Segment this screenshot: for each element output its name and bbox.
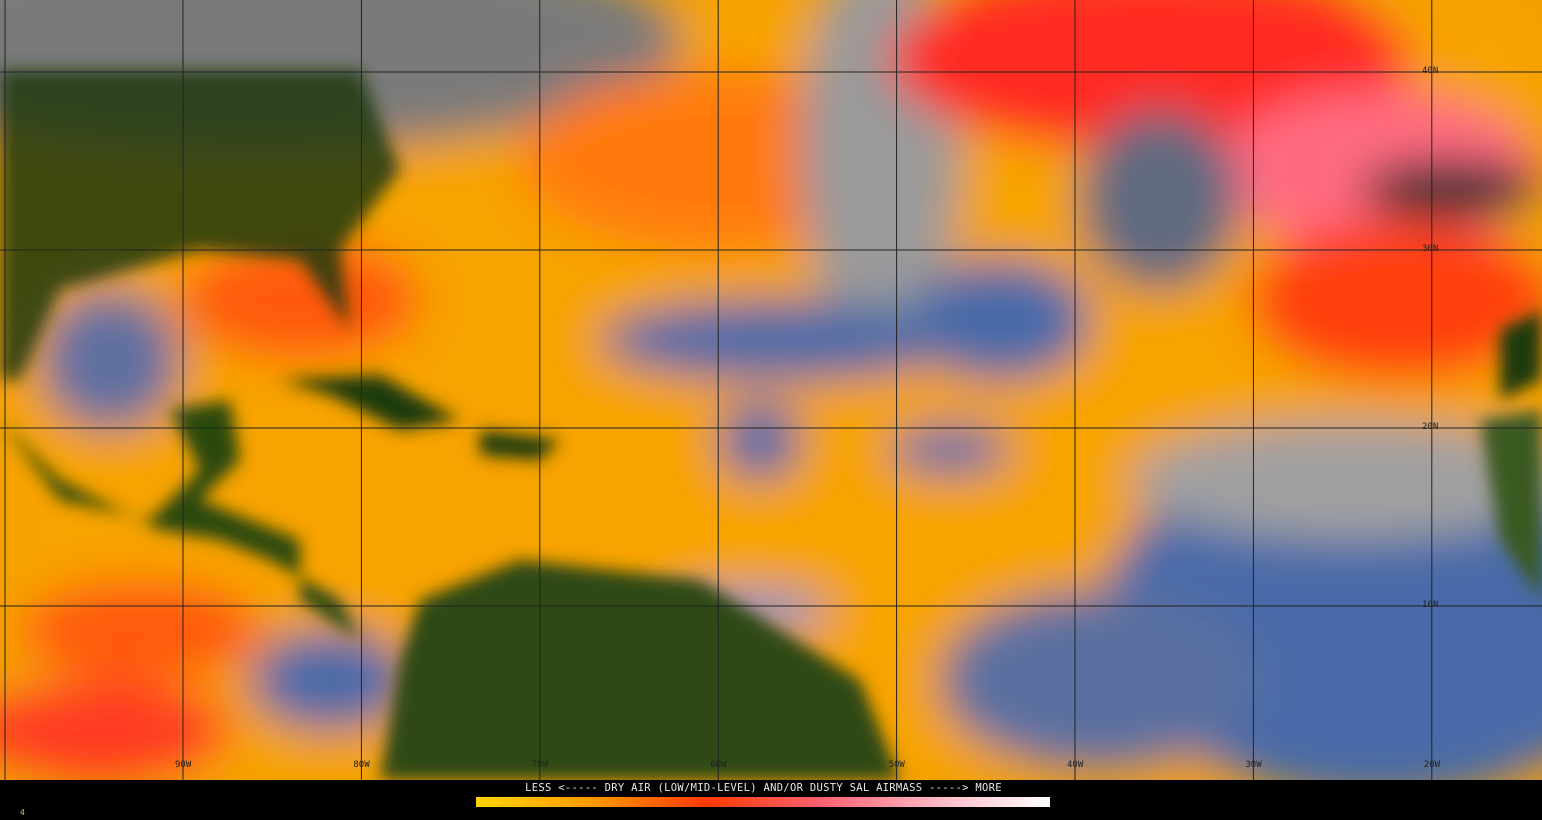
time-label: 06:00 UTC bbox=[770, 808, 822, 819]
latitude-label: 10N bbox=[1422, 600, 1439, 610]
product-name: SAHARAN AIR LAYER TRACKING PRODUCT bbox=[485, 808, 681, 819]
longitude-label: 90W bbox=[175, 760, 192, 770]
date-label: 23 DECEMBER 2025 bbox=[872, 808, 964, 819]
imagery-layer bbox=[0, 0, 1542, 780]
longitude-label: 80W bbox=[353, 760, 370, 770]
legend-title: LESS <----- DRY AIR (LOW/MID-LEVEL) AND/… bbox=[525, 782, 1002, 794]
latitude-label: 30N bbox=[1422, 244, 1439, 254]
lat-lon-grid bbox=[0, 0, 1542, 780]
longitude-label: 60W bbox=[710, 760, 727, 770]
land-masses bbox=[0, 70, 1542, 780]
credit-label: UW-CIMSS/NOAA-HRD bbox=[1008, 808, 1106, 819]
frame-number: 4 bbox=[20, 808, 25, 817]
longitude-label: 70W bbox=[531, 760, 549, 770]
longitude-label: 50W bbox=[888, 760, 905, 770]
latitude-label: 40N bbox=[1422, 66, 1439, 76]
satellite-label: GOES-EAST: SAHARAN AIR LAYER TRACKING PR… bbox=[417, 808, 681, 819]
air-mass-field bbox=[0, 0, 1542, 780]
latitude-label: 20N bbox=[1422, 422, 1439, 432]
longitude-label: 40W bbox=[1067, 760, 1084, 770]
satellite-map: 90W 80W 70W 60W 50W 40W 30W 20W 40N 30N 20N 10N bbox=[0, 0, 1542, 780]
longitude-label: 20W bbox=[1423, 760, 1441, 770]
color-bar bbox=[476, 797, 1050, 807]
longitude-label: 30W bbox=[1245, 760, 1262, 770]
